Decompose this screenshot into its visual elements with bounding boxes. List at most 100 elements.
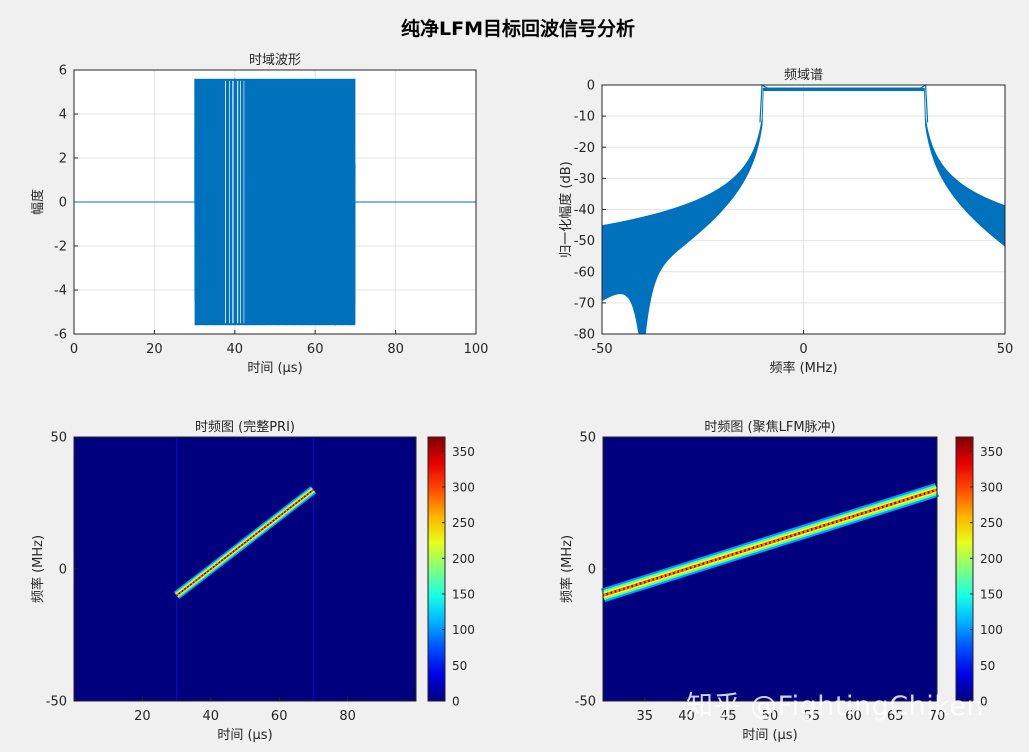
colorbar-tick-label: 100 [452, 623, 475, 637]
y-tick-label: -2 [54, 240, 67, 255]
y-tick-label: -70 [574, 296, 595, 311]
chirp-ridge-cell [678, 569, 682, 573]
chirp-ridge-cell [745, 548, 749, 552]
chirp-ridge-cell [311, 490, 313, 492]
y-tick-label: 50 [579, 431, 596, 446]
chirp-ridge-cell [804, 529, 807, 533]
chirp-ridge-cell [787, 535, 791, 539]
axes-title: 时域波形 [249, 53, 301, 68]
chirp-ridge-cell [279, 514, 282, 516]
chirp-ridge-cell [185, 586, 188, 589]
chirp-ridge-cell [854, 514, 857, 517]
chirp-ridge-cell [179, 591, 182, 593]
y-tick-label: -60 [574, 265, 595, 280]
chirp-ridge-cell [645, 580, 649, 583]
chirp-ridge-cell [887, 503, 891, 507]
chirp-ridge-cell [214, 564, 216, 567]
chirp-ridge-cell [703, 561, 707, 565]
chirp-ridge-cell [225, 556, 228, 558]
chirp-ridge-cell [837, 519, 841, 523]
chirp-ridge-cell [607, 592, 611, 595]
chirp-ridge-cell [870, 508, 874, 512]
chirp-ridge-cell [749, 547, 753, 550]
x-tick-label: 0 [799, 342, 807, 357]
colorbar-tick-label: 250 [452, 516, 475, 530]
x-tick-label: 60 [271, 709, 288, 724]
x-tick-label: 70 [929, 709, 946, 724]
chirp-ridge-cell [620, 588, 624, 591]
chirp-ridge-cell [228, 553, 231, 556]
figure-title: 纯净LFM目标回波信号分析 [401, 17, 635, 40]
y-tick-label: -10 [574, 110, 595, 125]
y-tick-label: 6 [59, 64, 67, 79]
chirp-ridge-cell [716, 557, 720, 561]
x-tick-label: 80 [387, 342, 404, 357]
chirp-ridge-cell [720, 556, 724, 560]
chirp-ridge-cell [624, 586, 628, 590]
chirp-ridge-cell [245, 540, 248, 543]
y-tick-label: 2 [59, 152, 67, 167]
chirp-ridge-cell [824, 523, 828, 527]
colorbar-tick-label: 350 [452, 445, 475, 459]
axes-title: 时频图 (聚焦LFM脉冲) [704, 420, 835, 435]
heatmap-background [603, 437, 937, 701]
chirp-ridge-cell [699, 562, 703, 566]
chirp-ridge-cell [282, 512, 285, 514]
axes-box [602, 436, 938, 702]
x-tick-label: 40 [227, 342, 244, 357]
chirp-ridge-cell [724, 555, 728, 558]
x-tick-label: 35 [636, 709, 653, 724]
chirp-ridge-cell [641, 581, 645, 585]
x-tick-label: 60 [845, 709, 862, 724]
chirp-ridge-cell [774, 539, 778, 543]
y-axis-label: 归一化幅度 (dB) [558, 161, 574, 257]
y-axis-label: 幅度 [30, 189, 46, 215]
x-axis-label: 时间 (μs) [217, 728, 272, 743]
colorbar-tick-label: 200 [452, 552, 475, 566]
chirp-ridge-cell [194, 580, 197, 582]
waveform-gap [237, 80, 239, 324]
chirp-ridge-cell [305, 494, 308, 497]
chirp-ridge-cell [274, 518, 276, 521]
waveform-gap [243, 80, 245, 324]
chirp-ridge-cell [683, 568, 686, 572]
chart-tf-focused: 35 40 45 50 55 60 65 70 50 0 -50 时频图 (聚焦LFM脉冲) 时间 (μ… [559, 420, 1003, 743]
chirp-ridge-cell [239, 545, 242, 547]
colorbar-tick-label: 50 [452, 659, 467, 673]
chirp-ridge-cell [662, 574, 665, 578]
chirp-ridge-cell [217, 562, 219, 565]
colorbar-tick-label: 300 [452, 480, 475, 494]
y-tick-label: -4 [54, 284, 67, 299]
chirp-ridge-cell [188, 584, 191, 587]
axes-box [73, 436, 417, 702]
chirp-ridge-cell [708, 560, 711, 564]
chirp-ridge-cell [779, 537, 782, 541]
chirp-ridge-cell [712, 559, 716, 562]
heatmap-background [74, 437, 416, 701]
y-tick-label: 4 [59, 108, 67, 123]
chirp-ridge-cell [741, 549, 745, 553]
chirp-ridge-cell [649, 578, 653, 582]
x-tick-label: 50 [997, 342, 1014, 357]
chirp-ridge-cell [799, 531, 803, 535]
x-tick-label: -50 [591, 342, 612, 357]
chirp-ridge-cell [845, 516, 849, 520]
chirp-ridge-cell [912, 495, 916, 499]
chirp-ridge-cell [929, 490, 933, 494]
chirp-ridge-cell [265, 525, 268, 527]
chirp-ridge-cell [850, 515, 853, 519]
chirp-ridge-cell [820, 524, 824, 528]
colorbar-tick-label: 300 [980, 480, 1003, 494]
chirp-ridge-cell [816, 526, 820, 529]
colorbar [955, 436, 974, 702]
chirp-ridge-cell [791, 533, 795, 537]
chirp-ridge-cell [296, 501, 299, 503]
chirp-ridge-cell [666, 573, 670, 577]
chirp-ridge-cell [916, 494, 920, 498]
axes-box [601, 84, 1006, 335]
chirp-ridge-cell [933, 489, 937, 492]
chirp-ridge-cell [202, 573, 205, 576]
chirp-ridge-cell [199, 575, 202, 578]
